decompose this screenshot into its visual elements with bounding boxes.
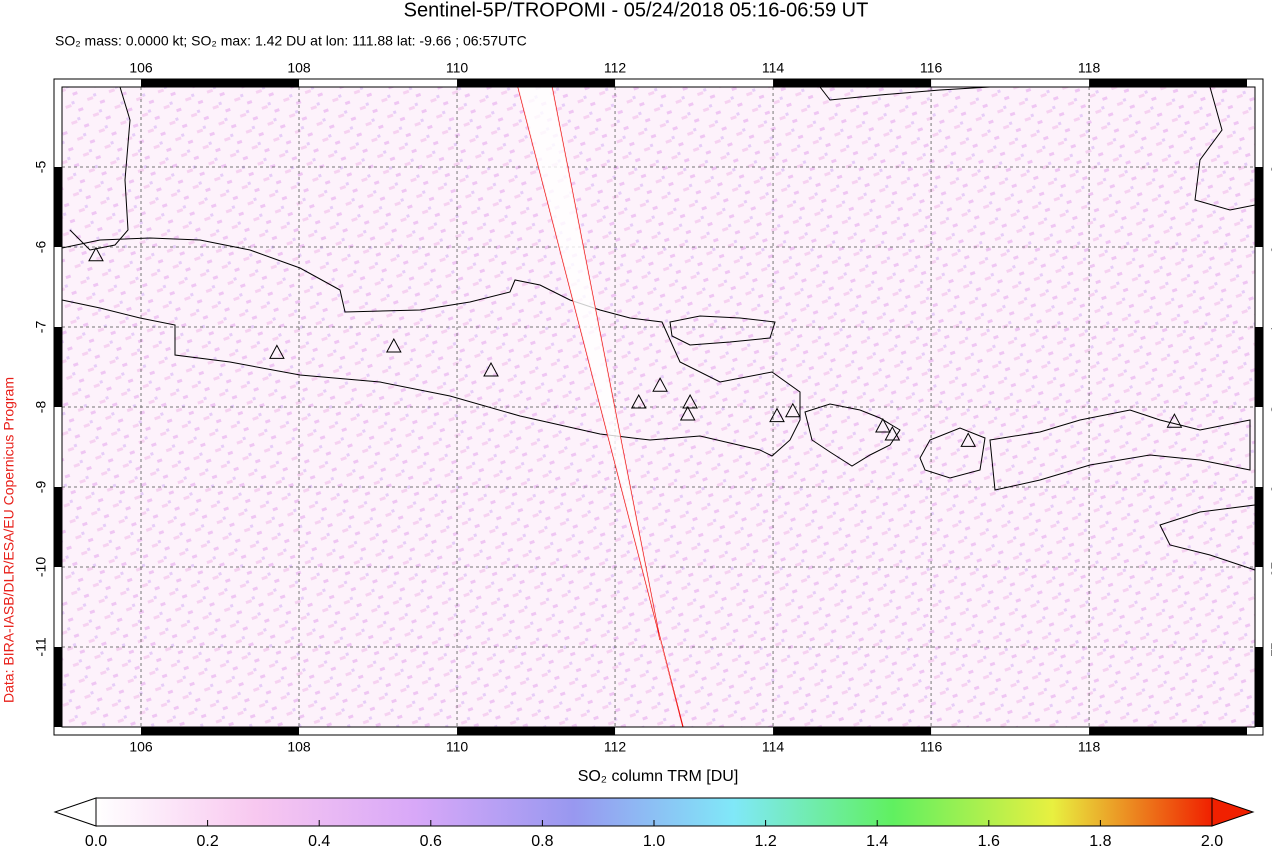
x-tick-label: 112 [604,60,627,76]
y-tick-label: -8 [1268,401,1272,414]
frame-block [141,727,300,735]
volcano [652,377,668,392]
coast-bali [804,403,901,467]
volcano [884,425,901,441]
x-tick-label: 106 [129,739,153,755]
y-tick-label: -8 [33,401,49,414]
coastlines [61,86,1256,571]
coast-lombok [919,427,986,479]
y-tick-label: -9 [1268,481,1272,494]
volcano [682,393,698,409]
frame-block [457,79,616,87]
frame-block [141,79,300,87]
colorbar-tick-label: 1.6 [978,833,1000,850]
volcano [483,361,499,377]
y-tick-label: -7 [1268,321,1272,334]
volcano [679,405,696,421]
frame-block [1089,79,1247,87]
coast-borneo [819,86,991,101]
x-tick-label: 110 [446,739,469,755]
credit: Data: BIRA-IASB/DLR/ESA/EU Copernicus Pr… [1,377,17,703]
x-tick-label: 108 [287,739,311,755]
x-tick-label: 116 [920,60,943,76]
colorbar-under [53,797,97,827]
x-tick-label: 106 [129,60,153,76]
frame-block [773,727,932,735]
colorbar-tick-label: 0.2 [196,833,218,850]
frame-block [457,727,616,735]
subtitle: SO₂ mass: 0.0000 kt; SO₂ max: 1.42 DU at… [55,33,527,49]
frame-block [1255,487,1263,567]
swath-gap [518,87,683,727]
x-tick-label: 118 [1078,739,1101,755]
x-tick-label: 108 [287,60,311,76]
colorbar-label: SO₂ column TRM [DU] [578,768,739,785]
title: Sentinel-5P/TROPOMI - 05/24/2018 05:16-0… [404,0,869,21]
colorbar-tick-label: 1.8 [1089,833,1111,850]
coast-madura [669,315,776,346]
y-tick-label: -9 [33,481,49,494]
y-tick-label: -5 [1268,161,1272,174]
volcano [875,417,891,433]
frame-block [54,327,62,407]
y-tick-label: -6 [33,241,49,254]
colorbar-tick-label: 1.2 [754,833,776,850]
coast-java [61,237,801,457]
coast-sumbawa [989,409,1251,491]
y-tick-label: -11 [33,637,49,656]
x-tick-label: 114 [762,739,785,755]
volcano [1166,413,1183,428]
x-tick-label: 118 [1078,60,1101,76]
frame-block [54,647,62,727]
volcano [88,246,104,262]
x-tick-label: 114 [762,60,785,76]
y-tick-label: -7 [33,321,49,334]
volcano [784,402,801,418]
y-tick-label: -10 [33,557,49,577]
frame-block [773,79,932,87]
colorbar-tick-label: 0.4 [308,833,330,850]
coast-sumatra [69,86,131,251]
frame-block [1089,727,1247,735]
x-tick-label: 112 [604,739,627,755]
frame-outline [53,78,1264,736]
volcano [769,407,785,423]
frame-block [54,487,62,567]
frame-block [1255,647,1263,727]
x-tick-label: 110 [446,60,469,76]
colorbar-tick-label: 0.0 [85,833,107,850]
y-tick-label: -10 [1268,557,1272,577]
frame-block [54,167,62,247]
colorbar-tick-label: 1.4 [866,833,888,850]
y-tick-label: -5 [33,161,49,174]
frame-block [1255,327,1263,407]
y-tick-label: -6 [1268,241,1272,254]
colorbar-over [1211,797,1255,827]
orbit-swath-edges [517,86,684,728]
volcano [960,432,977,447]
colorbar-tick-label: 0.8 [531,833,553,850]
frame-block [1255,167,1263,247]
volcano [385,337,402,353]
y-tick-label: -11 [1268,637,1272,656]
colorbar-tick-label: 1.0 [643,833,665,850]
volcano [269,344,285,359]
volcano [630,393,647,409]
colorbar-tick-label: 2.0 [1201,833,1223,850]
x-tick-label: 116 [920,739,943,755]
coast-sulawesi [1194,86,1256,211]
colorbar-tick-label: 0.6 [420,833,442,850]
